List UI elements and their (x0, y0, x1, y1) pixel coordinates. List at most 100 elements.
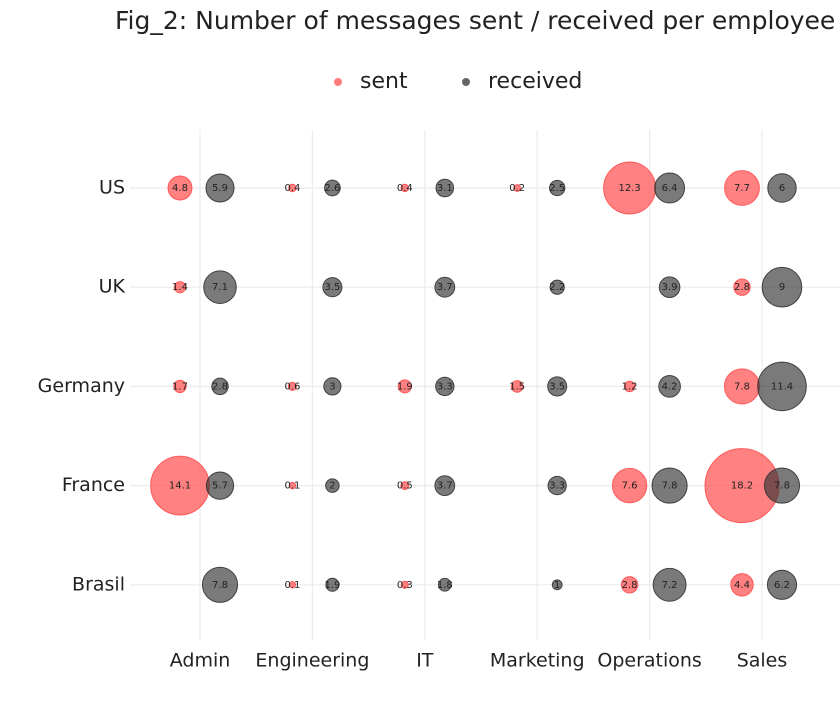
bubble (620, 576, 639, 594)
value-label: 3 (329, 381, 335, 392)
bubble (288, 581, 297, 589)
value-label: 0.2 (509, 183, 525, 194)
y-tick-label: UK (99, 276, 126, 298)
bubble (397, 379, 412, 394)
bubble (435, 178, 455, 198)
value-label: 3.7 (437, 282, 453, 293)
bubble (324, 179, 341, 197)
value-label: 4.2 (662, 381, 678, 392)
bubble (400, 183, 410, 193)
x-tick-label: Marketing (490, 650, 585, 672)
bubble (510, 380, 524, 393)
bubble (658, 375, 681, 398)
value-label: 1.9 (324, 580, 340, 591)
value-label: 1.5 (509, 381, 525, 392)
x-tick-label: Sales (737, 650, 788, 672)
x-tick-label: Admin (170, 650, 231, 672)
value-label: 4.8 (172, 183, 188, 194)
value-label: 0.4 (397, 183, 413, 194)
value-label: 7.8 (734, 381, 750, 392)
bubble (652, 567, 687, 602)
value-label: 3.1 (437, 183, 453, 194)
bubble (757, 361, 807, 412)
value-label: 9 (779, 282, 785, 293)
bubble (611, 467, 648, 504)
bubble (323, 377, 342, 396)
bubble (288, 183, 297, 193)
bubble (167, 175, 193, 201)
bubble (547, 376, 568, 397)
value-label: 12.3 (618, 183, 640, 194)
value-label: 2.8 (212, 381, 228, 392)
bubble (205, 471, 235, 500)
value-label: 6.2 (774, 580, 790, 591)
bubble (547, 475, 567, 496)
bubble (434, 475, 456, 497)
bubble (205, 173, 235, 203)
bubble (513, 184, 522, 192)
value-label: 4.4 (734, 580, 750, 591)
bubble (173, 379, 187, 394)
bubble (288, 481, 297, 490)
value-label: 0.4 (284, 183, 300, 194)
value-label: 2.6 (324, 183, 340, 194)
bubble (730, 573, 754, 597)
value-label: 11.4 (771, 381, 793, 392)
value-label: 7.6 (622, 481, 638, 492)
y-tick-label: US (99, 177, 125, 199)
value-label: 6.4 (662, 183, 678, 194)
bubble (658, 276, 681, 298)
bubble (733, 278, 751, 296)
bubble (767, 173, 797, 203)
bubble (761, 266, 803, 308)
value-label: 14.1 (169, 481, 191, 492)
value-label: 1.4 (172, 282, 188, 293)
value-label: 0.3 (397, 580, 413, 591)
chart-title: Fig_2: Number of messages sent / receive… (115, 6, 835, 35)
value-label: 2.5 (549, 183, 565, 194)
value-label: 1.7 (172, 381, 188, 392)
value-label: 7.8 (212, 580, 228, 591)
bubble (623, 380, 636, 393)
value-label: 0.5 (397, 481, 413, 492)
value-label: 7.1 (212, 282, 228, 293)
bubble (434, 276, 456, 298)
bubble (549, 179, 566, 197)
bubble (400, 481, 410, 491)
bubble (549, 279, 565, 295)
value-label: 1.2 (622, 381, 638, 392)
value-label: 0.6 (284, 381, 300, 392)
value-label: 2 (329, 481, 335, 492)
value-label: 5.9 (212, 183, 228, 194)
y-tick-label: Germany (38, 375, 125, 397)
bubble (203, 270, 237, 304)
value-label: 2.8 (622, 580, 638, 591)
value-label: 3.3 (437, 381, 453, 392)
y-tick-label: Brasil (72, 573, 125, 595)
bubble (766, 569, 798, 600)
bubble (173, 281, 187, 294)
legend-marker (462, 78, 470, 86)
value-label: 5.7 (212, 481, 228, 492)
bubble (400, 580, 409, 589)
x-tick-label: Operations (597, 650, 701, 672)
legend-marker (334, 78, 342, 86)
bubble (651, 467, 688, 504)
legend-label: sent (360, 69, 408, 94)
value-label: 3.7 (437, 481, 453, 492)
legend-label: received (488, 69, 582, 94)
value-label: 18.2 (731, 481, 753, 492)
value-label: 2.8 (734, 282, 750, 293)
x-tick-label: Engineering (255, 650, 369, 672)
bubble (201, 566, 239, 603)
bubble (654, 172, 686, 204)
value-label: 0.1 (284, 580, 300, 591)
value-label: 7.8 (662, 481, 678, 492)
value-label: 3.5 (549, 381, 565, 392)
bubble (325, 577, 340, 592)
bubble (325, 478, 340, 493)
bubble (763, 467, 801, 504)
value-label: 7.8 (774, 481, 790, 492)
bubble (437, 577, 452, 592)
